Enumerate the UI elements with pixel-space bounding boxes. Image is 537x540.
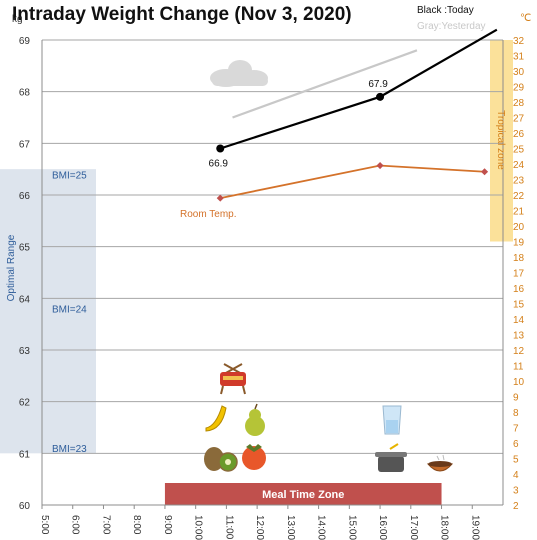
optimal-range-label: Optimal Range	[6, 234, 17, 301]
x-tick-label: 16:00	[377, 515, 388, 540]
y2-tick-label: 6	[513, 439, 519, 450]
y2-tick-label: 24	[513, 160, 525, 171]
y-tick-label: 60	[19, 501, 31, 512]
y2-tick-label: 2	[513, 501, 519, 512]
y2-tick-label: 12	[513, 346, 525, 357]
x-tick-label: 19:00	[469, 515, 480, 540]
y2-tick-label: 20	[513, 222, 525, 233]
cloud-icon	[210, 60, 268, 87]
y2-tick-label: 15	[513, 300, 525, 311]
optimal-range-band	[0, 169, 96, 454]
y2-tick-label: 30	[513, 67, 525, 78]
soup-bowl-icon	[426, 454, 454, 472]
y2-tick-label: 4	[513, 470, 519, 481]
x-tick-label: 12:00	[254, 515, 265, 540]
y-tick-label: 69	[19, 36, 31, 47]
series-line-yesterday	[232, 49, 418, 119]
x-tick-label: 7:00	[100, 515, 111, 535]
cooking-pot-icon	[375, 443, 407, 472]
y-tick-label: 66	[19, 191, 31, 202]
data-point-today	[376, 92, 385, 101]
kiwi-icon	[204, 447, 238, 472]
y-tick-label: 61	[19, 449, 31, 460]
data-point-room-temp	[216, 194, 224, 202]
y2-tick-label: 21	[513, 207, 525, 218]
series-line-today	[219, 28, 498, 150]
x-tick-label: 18:00	[439, 515, 450, 540]
y2-tick-label: 32	[513, 36, 525, 47]
y2-tick-label: 22	[513, 191, 525, 202]
x-tick-label: 6:00	[70, 515, 81, 535]
y2-tick-label: 11	[513, 362, 524, 373]
y-tick-label: 65	[19, 243, 31, 254]
y-tick-label: 68	[19, 88, 31, 99]
y2-tick-label: 16	[513, 284, 525, 295]
y2-tick-label: 7	[513, 424, 519, 435]
x-tick-label: 17:00	[408, 515, 419, 540]
y-tick-label: 64	[19, 294, 31, 305]
pear-icon	[245, 403, 265, 436]
meal-time-zone-band	[164, 483, 442, 505]
legend-today: Black :Today	[417, 5, 474, 16]
y2-tick-label: 10	[513, 377, 525, 388]
y2-tick-label: 27	[513, 114, 525, 125]
y2-tick-label: 26	[513, 129, 525, 140]
y2-tick-label: 5	[513, 455, 519, 466]
x-tick-label: 14:00	[316, 515, 327, 540]
data-label-today: 66.9	[209, 159, 229, 170]
room-temp-label: Room Temp.	[180, 209, 237, 220]
bmi-label: BMI=25	[52, 170, 87, 181]
water-glass-icon	[382, 405, 402, 435]
legend-yesterday: Gray:Yesterday	[417, 21, 486, 32]
chart-title: Intraday Weight Change (Nov 3, 2020)	[12, 4, 352, 25]
y2-tick-label: 23	[513, 176, 525, 187]
y2-tick-label: 19	[513, 238, 525, 249]
x-tick-label: 5:00	[39, 515, 50, 535]
gridlines	[42, 39, 503, 506]
y2-tick-label: 3	[513, 486, 519, 497]
y2-tick-label: 25	[513, 145, 525, 156]
y-tick-label: 63	[19, 346, 31, 357]
data-point-room-temp	[481, 168, 489, 176]
persimmon-icon	[242, 444, 266, 470]
y2-tick-label: 9	[513, 393, 519, 404]
y2-tick-label: 28	[513, 98, 525, 109]
y-tick-label: 67	[19, 139, 31, 150]
x-tick-label: 8:00	[131, 515, 142, 535]
y2-tick-label: 8	[513, 408, 519, 419]
x-tick-label: 11:00	[223, 515, 234, 540]
y2-tick-label: 14	[513, 315, 525, 326]
tropical-zone-label: Tropical zone	[495, 110, 506, 170]
series-line-room-temp-	[220, 164, 485, 199]
y-tick-label: 62	[19, 398, 31, 409]
fondue-pot-icon	[220, 363, 246, 395]
y2-tick-label: 29	[513, 83, 525, 94]
meal-time-zone-label: Meal Time Zone	[262, 489, 344, 501]
y2-tick-label: 17	[513, 269, 525, 280]
banana-icon	[205, 405, 227, 432]
y2-tick-label: 18	[513, 253, 525, 264]
tropical-zone-band	[490, 40, 513, 242]
y2-tick-label: 31	[513, 52, 525, 63]
x-tick-label: 9:00	[162, 515, 173, 535]
x-tick-label: 10:00	[193, 515, 204, 540]
bmi-label: BMI=24	[52, 305, 87, 316]
bmi-label: BMI=23	[52, 444, 87, 455]
y-axis-right-unit: ℃	[520, 13, 531, 24]
x-tick-label: 13:00	[285, 515, 296, 540]
data-label-today: 67.9	[368, 79, 388, 90]
y-axis-left-unit: kg	[12, 14, 23, 25]
y2-tick-label: 13	[513, 331, 525, 342]
x-tick-label: 15:00	[346, 515, 357, 540]
data-point-room-temp	[376, 162, 384, 170]
data-point-today	[216, 144, 225, 153]
